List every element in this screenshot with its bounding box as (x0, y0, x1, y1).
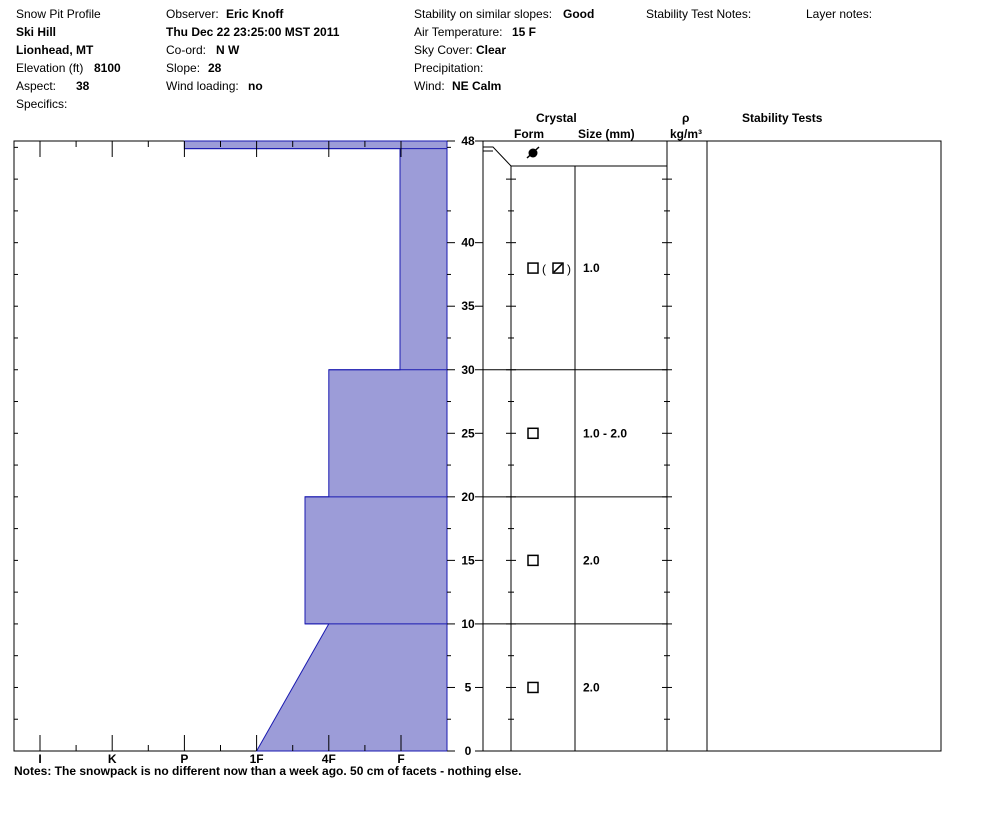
faceted-crystal-icon (527, 681, 539, 694)
depth-tick-label: 35 (461, 299, 475, 313)
notes-text: Notes: The snowpack is no different now … (14, 764, 522, 778)
layer-size-label: 2.0 (583, 553, 600, 567)
precip-label: Precipitation: (414, 61, 484, 75)
size-header: Size (mm) (578, 127, 635, 141)
wind-value: NE Calm (452, 79, 502, 93)
faceted-crystal-icon (527, 427, 539, 440)
paren-close-icon: ) (567, 262, 571, 276)
form-header: Form (514, 127, 544, 141)
depth-tick-label: 15 (461, 553, 475, 567)
aspect-label: Aspect: (16, 79, 57, 93)
stability-tests-header: Stability Tests (742, 111, 823, 125)
air-temp-value: 15 F (512, 25, 537, 39)
layer-connector-top (483, 146, 512, 167)
rounding-facet-slash (553, 263, 563, 273)
slope-value: 28 (208, 61, 222, 75)
stability-value: Good (563, 7, 595, 21)
air-temp-label: Air Temperature: (414, 25, 503, 39)
depth-tick-label: 5 (465, 680, 472, 694)
location-name: Ski Hill (16, 25, 57, 39)
depth-ticks (447, 140, 483, 752)
region-name: Lionhead, MT (16, 43, 94, 57)
wind-label: Wind: (414, 79, 445, 93)
faceted-crystal-icon (527, 262, 539, 274)
layer-form-symbols: () (526, 146, 571, 694)
depth-tick-label: 48 (461, 134, 475, 148)
hardness-tick-label: P (180, 752, 188, 766)
depth-tick-label: 20 (461, 490, 475, 504)
hardness-tick-label: 1F (250, 752, 264, 766)
depth-tick-label: 10 (461, 617, 475, 631)
observer-label: Observer: (166, 7, 219, 21)
depth-tick-label: 40 (461, 236, 475, 250)
bottom-ticks (39, 735, 402, 751)
rounding-facet-icon (552, 262, 564, 274)
hardness-tick-labels: I K P 1F 4F F (38, 752, 404, 766)
layer-size-label: 1.0 (583, 261, 600, 275)
wind-loading-label: Wind loading: (166, 79, 239, 93)
hardness-tick-label: 4F (322, 752, 336, 766)
coord-value: N W (216, 43, 240, 57)
aspect-value: 38 (76, 79, 90, 93)
crystal-header: Crystal (536, 111, 577, 125)
depth-tick-label: 30 (461, 363, 475, 377)
depth-tick-label: 25 (461, 426, 475, 440)
depth-tick-labels: 0 5 10 15 20 25 30 35 40 48 (461, 134, 475, 758)
sky-value: Clear (476, 43, 507, 57)
hardness-area-group (183, 140, 448, 752)
layer-table-frame (482, 140, 942, 752)
density-unit-header: kg/m³ (670, 127, 703, 141)
hardness-tick-label: K (108, 752, 117, 766)
wind-loading-value: no (248, 79, 263, 93)
elevation-label: Elevation (ft) (16, 61, 84, 75)
profile-title: Snow Pit Profile (16, 7, 101, 21)
hardness-tick-label: F (397, 752, 404, 766)
hardness-profile-area (183, 140, 448, 752)
surface-hoar-stroke (526, 146, 540, 159)
elevation-value: 8100 (94, 61, 121, 75)
observer-value: Eric Knoff (226, 7, 284, 21)
paren-open-icon: ( (542, 262, 546, 276)
faceted-crystal-icon (527, 554, 539, 567)
stability-notes-label: Stability Test Notes: (646, 7, 752, 21)
table-column-ticks (506, 178, 672, 720)
slope-label: Slope: (166, 61, 201, 75)
left-ticks (14, 146, 18, 752)
layer-size-labels: 1.0 1.0 - 2.0 2.0 2.0 (583, 261, 627, 694)
sky-label: Sky Cover: (414, 43, 473, 57)
hardness-tick-label: I (38, 752, 41, 766)
layer-size-label: 1.0 - 2.0 (583, 426, 627, 440)
layer-notes-label: Layer notes: (806, 7, 873, 21)
coord-label: Co-ord: (166, 43, 207, 57)
stability-label: Stability on similar slopes: (414, 7, 553, 21)
depth-tick-label: 0 (465, 744, 472, 758)
specifics-label: Specifics: (16, 97, 68, 111)
layer-size-label: 2.0 (583, 680, 600, 694)
observation-datetime: Thu Dec 22 23:25:00 MST 2011 (166, 25, 340, 39)
top-ticks (39, 141, 402, 157)
rho-header: ρ (682, 111, 690, 125)
